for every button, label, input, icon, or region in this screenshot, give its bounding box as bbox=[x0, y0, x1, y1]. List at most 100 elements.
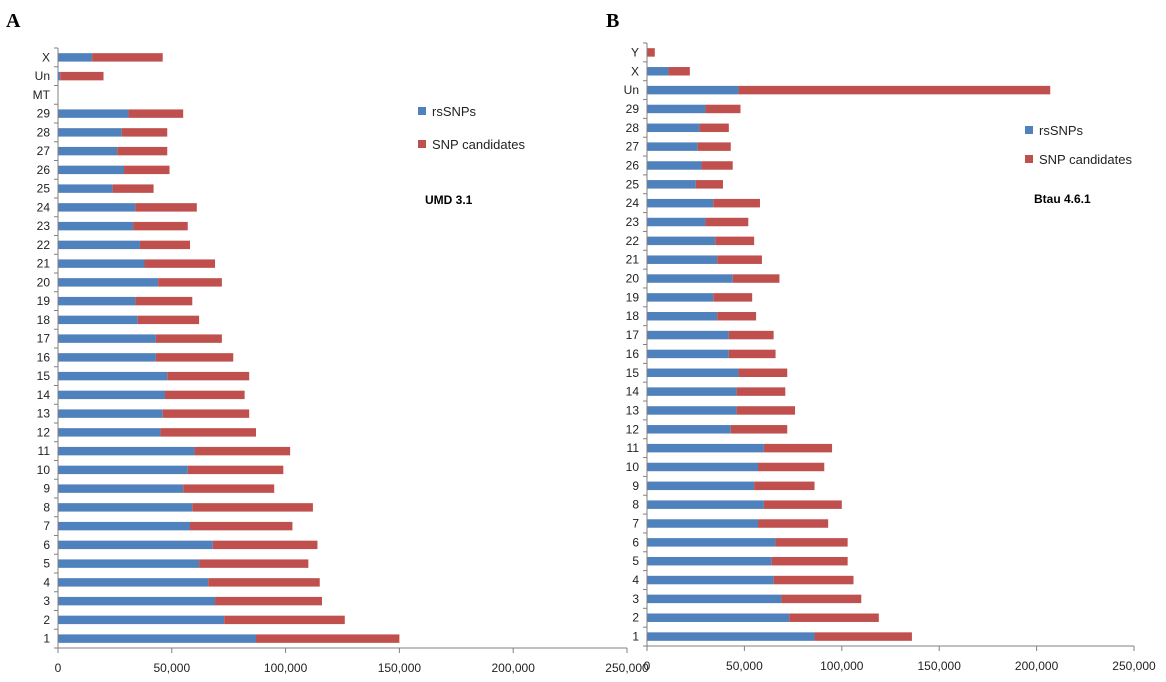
y-tick-label: MT bbox=[33, 88, 51, 102]
y-tick-label: 9 bbox=[43, 482, 50, 496]
panel-a-assembly-label: UMD 3.1 bbox=[425, 193, 473, 207]
y-tick-label: 12 bbox=[37, 425, 51, 439]
bar-rssnps-chr-24 bbox=[647, 198, 714, 208]
bar-rssnps-chr-28 bbox=[58, 128, 122, 137]
panel-b-plot-area: YXUn292827262524232221201918171615141312… bbox=[624, 42, 1156, 673]
bar-snp-candidates-chr-12 bbox=[730, 425, 788, 434]
y-tick-label: X bbox=[631, 64, 639, 78]
bar-rssnps-chr-11 bbox=[58, 446, 195, 456]
bar-snp-candidates-chr-25 bbox=[112, 184, 154, 193]
panel-b-legend: rsSNPs SNP candidates bbox=[1025, 123, 1132, 167]
y-tick-label: 6 bbox=[632, 535, 639, 549]
bar-snp-candidates-chr-28 bbox=[699, 123, 729, 133]
y-tick-label: 2 bbox=[43, 613, 50, 627]
legend-swatch-rssnps bbox=[1025, 126, 1033, 134]
bar-snp-candidates-chr-23 bbox=[705, 217, 749, 227]
y-tick-label: 16 bbox=[626, 347, 640, 361]
panel-b-chart: B YXUn2928272625242322212019181716151413… bbox=[606, 10, 1156, 673]
y-tick-label: 5 bbox=[632, 554, 639, 568]
y-tick-label: 29 bbox=[37, 107, 51, 121]
y-tick-label: 13 bbox=[37, 407, 51, 421]
bar-rssnps-chr-2 bbox=[58, 615, 225, 625]
y-tick-label: 24 bbox=[37, 200, 51, 214]
bar-rssnps-chr-25 bbox=[58, 184, 113, 193]
y-tick-label: 21 bbox=[626, 253, 640, 267]
bar-snp-candidates-chr-29 bbox=[705, 104, 741, 114]
bar-snp-candidates-chr-5 bbox=[771, 556, 848, 566]
y-tick-label: 4 bbox=[632, 573, 639, 587]
bar-snp-candidates-chr-28 bbox=[121, 128, 168, 137]
bar-snp-candidates-chr-26 bbox=[124, 165, 170, 175]
bar-rssnps-chr-6 bbox=[647, 538, 776, 547]
bar-snp-candidates-chr-17 bbox=[155, 334, 222, 343]
y-tick-label: 25 bbox=[626, 177, 640, 191]
panel-b-letter: B bbox=[606, 10, 619, 32]
y-tick-label: 23 bbox=[37, 219, 51, 233]
bar-snp-candidates-chr-2 bbox=[224, 615, 345, 625]
bar-rssnps-chr-8 bbox=[647, 500, 764, 509]
bar-rssnps-chr-1 bbox=[58, 634, 257, 643]
bar-snp-candidates-chr-8 bbox=[192, 503, 313, 512]
y-tick-label: 4 bbox=[43, 575, 50, 589]
bar-snp-candidates-chr-16 bbox=[155, 353, 234, 362]
y-tick-label: 26 bbox=[37, 163, 51, 177]
y-tick-label: 10 bbox=[37, 463, 51, 477]
x-tick-label: 50,000 bbox=[726, 659, 763, 673]
bar-snp-candidates-chr-21 bbox=[144, 259, 216, 268]
bar-rssnps-chr-19 bbox=[647, 293, 714, 302]
bar-rssnps-chr-17 bbox=[647, 330, 729, 340]
bar-snp-candidates-chr-y bbox=[647, 48, 655, 57]
y-tick-label: 7 bbox=[632, 517, 639, 531]
x-tick-label: 0 bbox=[55, 661, 62, 675]
panel-b-assembly-label: Btau 4.6.1 bbox=[1034, 192, 1091, 206]
bar-snp-candidates-chr-18 bbox=[717, 311, 757, 321]
bar-rssnps-chr-x bbox=[647, 67, 669, 76]
bar-rssnps-chr-9 bbox=[58, 484, 184, 493]
bar-rssnps-chr-3 bbox=[58, 596, 216, 606]
bar-snp-candidates-chr-25 bbox=[695, 180, 723, 189]
bar-rssnps-chr-19 bbox=[58, 296, 136, 306]
y-tick-label: 16 bbox=[37, 350, 51, 364]
bar-rssnps-chr-20 bbox=[58, 278, 159, 287]
legend-label-snp-candidates: SNP candidates bbox=[432, 137, 525, 152]
y-tick-label: 3 bbox=[43, 594, 50, 608]
y-tick-label: 18 bbox=[37, 313, 51, 327]
bar-snp-candidates-chr-7 bbox=[758, 519, 829, 528]
bar-rssnps-chr-13 bbox=[647, 406, 737, 415]
bar-rssnps-chr-13 bbox=[58, 409, 163, 418]
bar-rssnps-chr-12 bbox=[647, 425, 731, 434]
bar-snp-candidates-chr-5 bbox=[199, 559, 309, 568]
bar-snp-candidates-chr-17 bbox=[728, 330, 774, 340]
bar-rssnps-chr-9 bbox=[647, 481, 755, 491]
bar-snp-candidates-chr-27 bbox=[697, 142, 731, 151]
bar-snp-candidates-chr-11 bbox=[194, 446, 291, 456]
legend-label-rssnps: rsSNPs bbox=[1039, 123, 1084, 138]
bar-rssnps-chr-un bbox=[58, 71, 61, 81]
bar-snp-candidates-chr-4 bbox=[208, 578, 320, 587]
y-tick-label: 11 bbox=[627, 441, 640, 455]
bar-snp-candidates-chr-x bbox=[92, 53, 163, 62]
bar-rssnps-chr-23 bbox=[58, 221, 134, 231]
y-tick-label: Un bbox=[35, 69, 50, 83]
bar-snp-candidates-chr-3 bbox=[215, 596, 323, 606]
x-tick-label: 100,000 bbox=[820, 659, 864, 673]
bar-snp-candidates-chr-14 bbox=[736, 387, 786, 396]
bar-snp-candidates-chr-3 bbox=[781, 594, 862, 604]
bar-rssnps-chr-15 bbox=[58, 371, 168, 381]
bar-snp-candidates-chr-24 bbox=[135, 203, 197, 212]
y-tick-label: 17 bbox=[37, 332, 51, 346]
bar-snp-candidates-chr-7 bbox=[190, 521, 293, 531]
bar-snp-candidates-chr-15 bbox=[167, 371, 250, 381]
y-tick-label: 27 bbox=[626, 140, 640, 154]
bar-rssnps-chr-5 bbox=[58, 559, 200, 568]
y-tick-label: 14 bbox=[37, 388, 51, 402]
bar-rssnps-chr-29 bbox=[647, 104, 706, 114]
bar-rssnps-chr-26 bbox=[58, 165, 124, 175]
y-tick-label: 8 bbox=[43, 500, 50, 514]
y-tick-label: 3 bbox=[632, 592, 639, 606]
legend-label-rssnps: rsSNPs bbox=[432, 104, 477, 119]
bar-snp-candidates-chr-6 bbox=[775, 538, 848, 547]
y-tick-label: 19 bbox=[37, 294, 51, 308]
bar-rssnps-chr-10 bbox=[647, 462, 759, 472]
